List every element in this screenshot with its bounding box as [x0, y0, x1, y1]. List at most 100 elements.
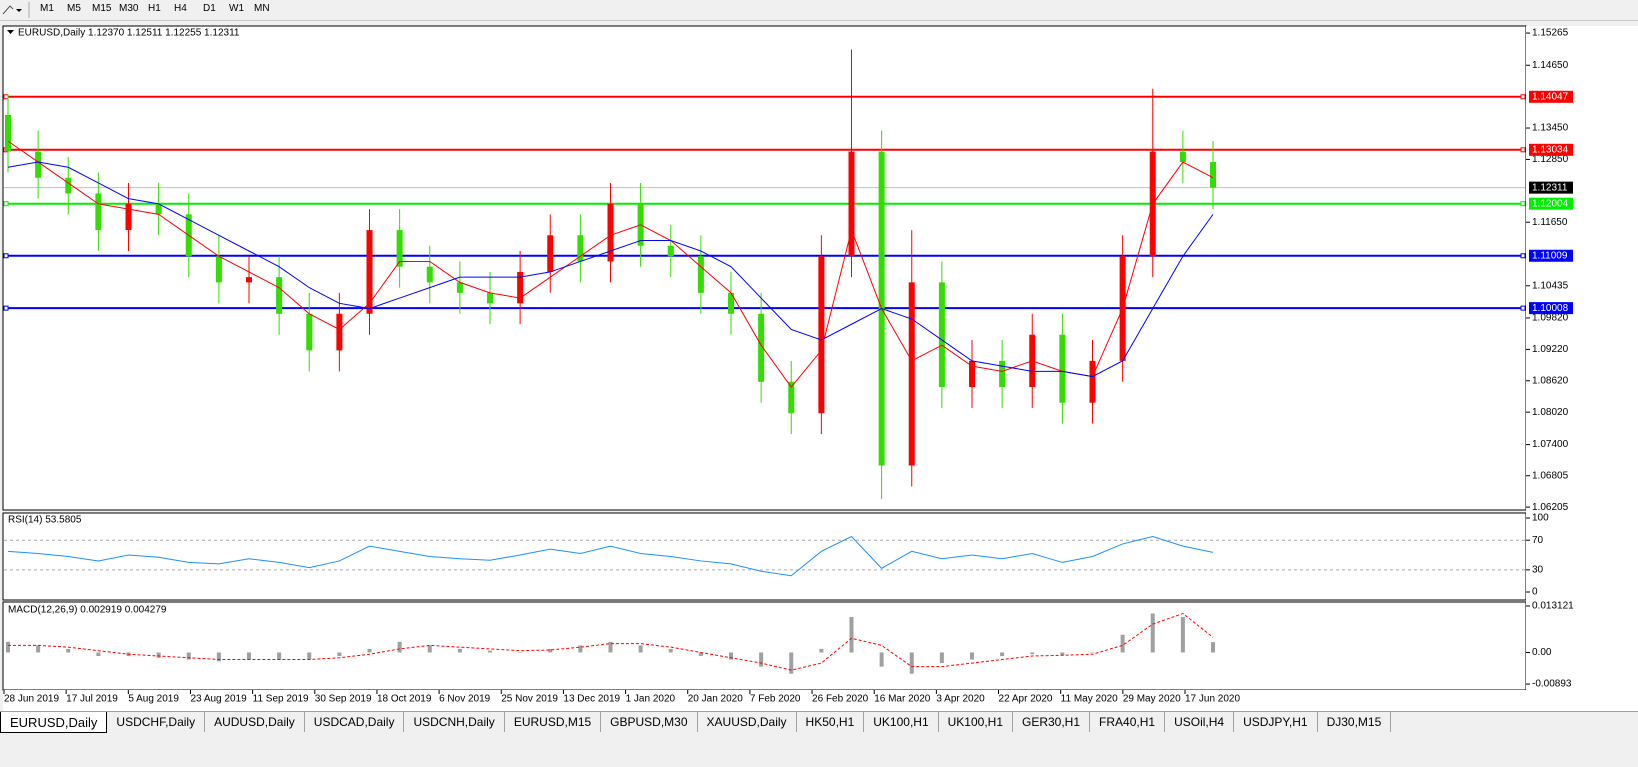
y-tick-label: 70: [1532, 535, 1544, 546]
timeframe-button[interactable]: M15: [92, 3, 112, 14]
macd-title: MACD(12,26,9) 0.002919 0.004279: [8, 605, 167, 616]
candle-body: [999, 360, 1006, 388]
y-tick-label: 30: [1532, 564, 1544, 575]
candle-body: [95, 193, 102, 231]
timeframe-button[interactable]: MN: [254, 3, 270, 14]
y-tick-label: 1.09820: [1532, 313, 1569, 324]
chart-tab[interactable]: USDCHF,Daily: [107, 712, 206, 732]
level-label-bg: [1529, 90, 1573, 103]
candle-body: [788, 381, 795, 414]
y-tick-label: 1.08020: [1532, 407, 1569, 418]
chart-title: EURUSD,Daily 1.12370 1.12511 1.12255 1.1…: [18, 28, 240, 39]
macd-bar: [578, 645, 583, 653]
x-tick-label: 5 Aug 2019: [128, 694, 179, 705]
level-handle: [1520, 201, 1526, 207]
candle-body: [1089, 360, 1096, 403]
timeframe-button[interactable]: W1: [229, 3, 244, 14]
macd-bar: [367, 648, 372, 653]
candle-body: [336, 313, 343, 351]
price-panel: [2, 25, 1527, 511]
level-handle: [1520, 253, 1526, 259]
chart-tab[interactable]: USOil,H4: [1165, 712, 1235, 732]
level-label: 1.12004: [1532, 198, 1569, 209]
candle-body: [969, 360, 975, 388]
candle-body: [577, 235, 584, 262]
macd-bar: [1030, 652, 1035, 655]
x-tick-label: 7 Feb 2020: [750, 694, 801, 705]
candle-body: [306, 313, 313, 351]
candle-body: [908, 282, 915, 466]
y-tick-label: 1.14650: [1532, 60, 1569, 71]
macd-bar: [879, 652, 884, 667]
macd-bar: [427, 645, 432, 653]
chart-window: EURUSD,Daily 1.12370 1.12511 1.12255 1.1…: [0, 21, 1638, 711]
y-tick-label: 1.08620: [1532, 375, 1569, 386]
x-tick-label: 25 Nov 2019: [501, 694, 558, 705]
x-tick-label: 28 Jun 2019: [4, 694, 59, 705]
chart-tab[interactable]: FRA40,H1: [1090, 712, 1166, 732]
macd-bar: [1180, 617, 1185, 653]
candle-body: [1179, 151, 1186, 163]
candle-body: [65, 177, 72, 194]
timeframe-button[interactable]: H1: [148, 3, 161, 14]
chart-tab[interactable]: HK50,H1: [797, 712, 865, 732]
chart-tab[interactable]: DJ30,M15: [1318, 712, 1392, 732]
macd-bar: [216, 652, 221, 662]
chart-tab[interactable]: XAUUSD,Daily: [698, 712, 797, 732]
y-tick-label: 1.11650: [1532, 217, 1568, 228]
moving-average: [7, 161, 1214, 378]
x-tick-label: 29 May 2020: [1123, 694, 1181, 705]
timeframe-button[interactable]: M30: [119, 3, 139, 14]
chart-tab[interactable]: UK100,H1: [939, 712, 1013, 732]
macd-bar: [939, 652, 944, 664]
candle-body: [426, 266, 433, 283]
x-tick-label: 13 Dec 2019: [563, 694, 620, 705]
x-tick-label: 30 Sep 2019: [315, 694, 372, 705]
chart-tab[interactable]: USDJPY,H1: [1234, 712, 1318, 732]
chart-tab[interactable]: EURUSD,Daily: [0, 712, 108, 733]
x-tick-label: 20 Jan 2020: [688, 694, 743, 705]
macd-bar: [1120, 634, 1125, 653]
timeframe-button[interactable]: H4: [174, 3, 187, 14]
macd-bar: [337, 652, 342, 657]
level-handle: [1520, 305, 1526, 311]
x-tick-label: 26 Feb 2020: [812, 694, 869, 705]
chart-tabs: EURUSD,Daily USDCHF,Daily AUDUSD,Daily USDC…: [0, 711, 1638, 733]
x-tick-label: 17 Jul 2019: [66, 694, 118, 705]
timeframe-button[interactable]: D1: [203, 3, 216, 14]
timeframe-button[interactable]: M5: [67, 3, 81, 14]
level-handle: [3, 94, 9, 100]
chart-tab[interactable]: AUDUSD,Daily: [205, 712, 305, 732]
candle-body: [276, 277, 283, 314]
level-label-bg: [1529, 197, 1573, 210]
y-tick-label: 0.00: [1532, 647, 1552, 658]
macd-bar: [307, 652, 312, 660]
y-tick-label: 1.07400: [1532, 439, 1569, 450]
macd-bar: [6, 641, 10, 653]
macd-bar: [849, 617, 854, 653]
macd-bar: [518, 652, 523, 653]
chart-tab[interactable]: EURUSD,M15: [505, 712, 602, 732]
last-price-bg: [1529, 181, 1573, 194]
macd-bar: [1000, 652, 1005, 657]
chart-tab[interactable]: UK100,H1: [864, 712, 939, 732]
candle-body: [215, 256, 222, 283]
macd-bar: [36, 645, 41, 653]
chart-tab[interactable]: GBPUSD,M30: [601, 712, 698, 732]
y-tick-label: 1.15265: [1532, 28, 1569, 39]
candle-body: [5, 114, 11, 152]
timeframe-button[interactable]: M1: [40, 3, 54, 14]
chart-tab[interactable]: USDCNH,Daily: [404, 712, 505, 732]
chart-tab[interactable]: USDCAD,Daily: [305, 712, 405, 732]
chart-tab[interactable]: GER30,H1: [1013, 712, 1091, 732]
level-label-bg: [1529, 143, 1573, 156]
timeframe-toolbar: M1 M5 M15 M30 H1 H4 D1 W1 MN: [0, 0, 1638, 21]
macd-bar: [66, 648, 71, 653]
macd-bar: [488, 650, 492, 653]
macd-bar: [729, 652, 733, 660]
y-tick-label: 0: [1532, 587, 1538, 598]
candle-body: [848, 151, 855, 257]
toolbar-icon[interactable]: [0, 0, 30, 20]
candle-body: [125, 203, 132, 231]
